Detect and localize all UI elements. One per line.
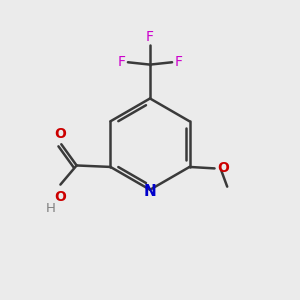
- Text: O: O: [55, 190, 66, 205]
- Text: O: O: [218, 161, 230, 176]
- Text: F: F: [118, 55, 126, 69]
- Text: O: O: [54, 127, 66, 141]
- Text: H: H: [46, 202, 56, 215]
- Text: N: N: [144, 184, 156, 199]
- Text: F: F: [174, 55, 182, 69]
- Text: F: F: [146, 30, 154, 44]
